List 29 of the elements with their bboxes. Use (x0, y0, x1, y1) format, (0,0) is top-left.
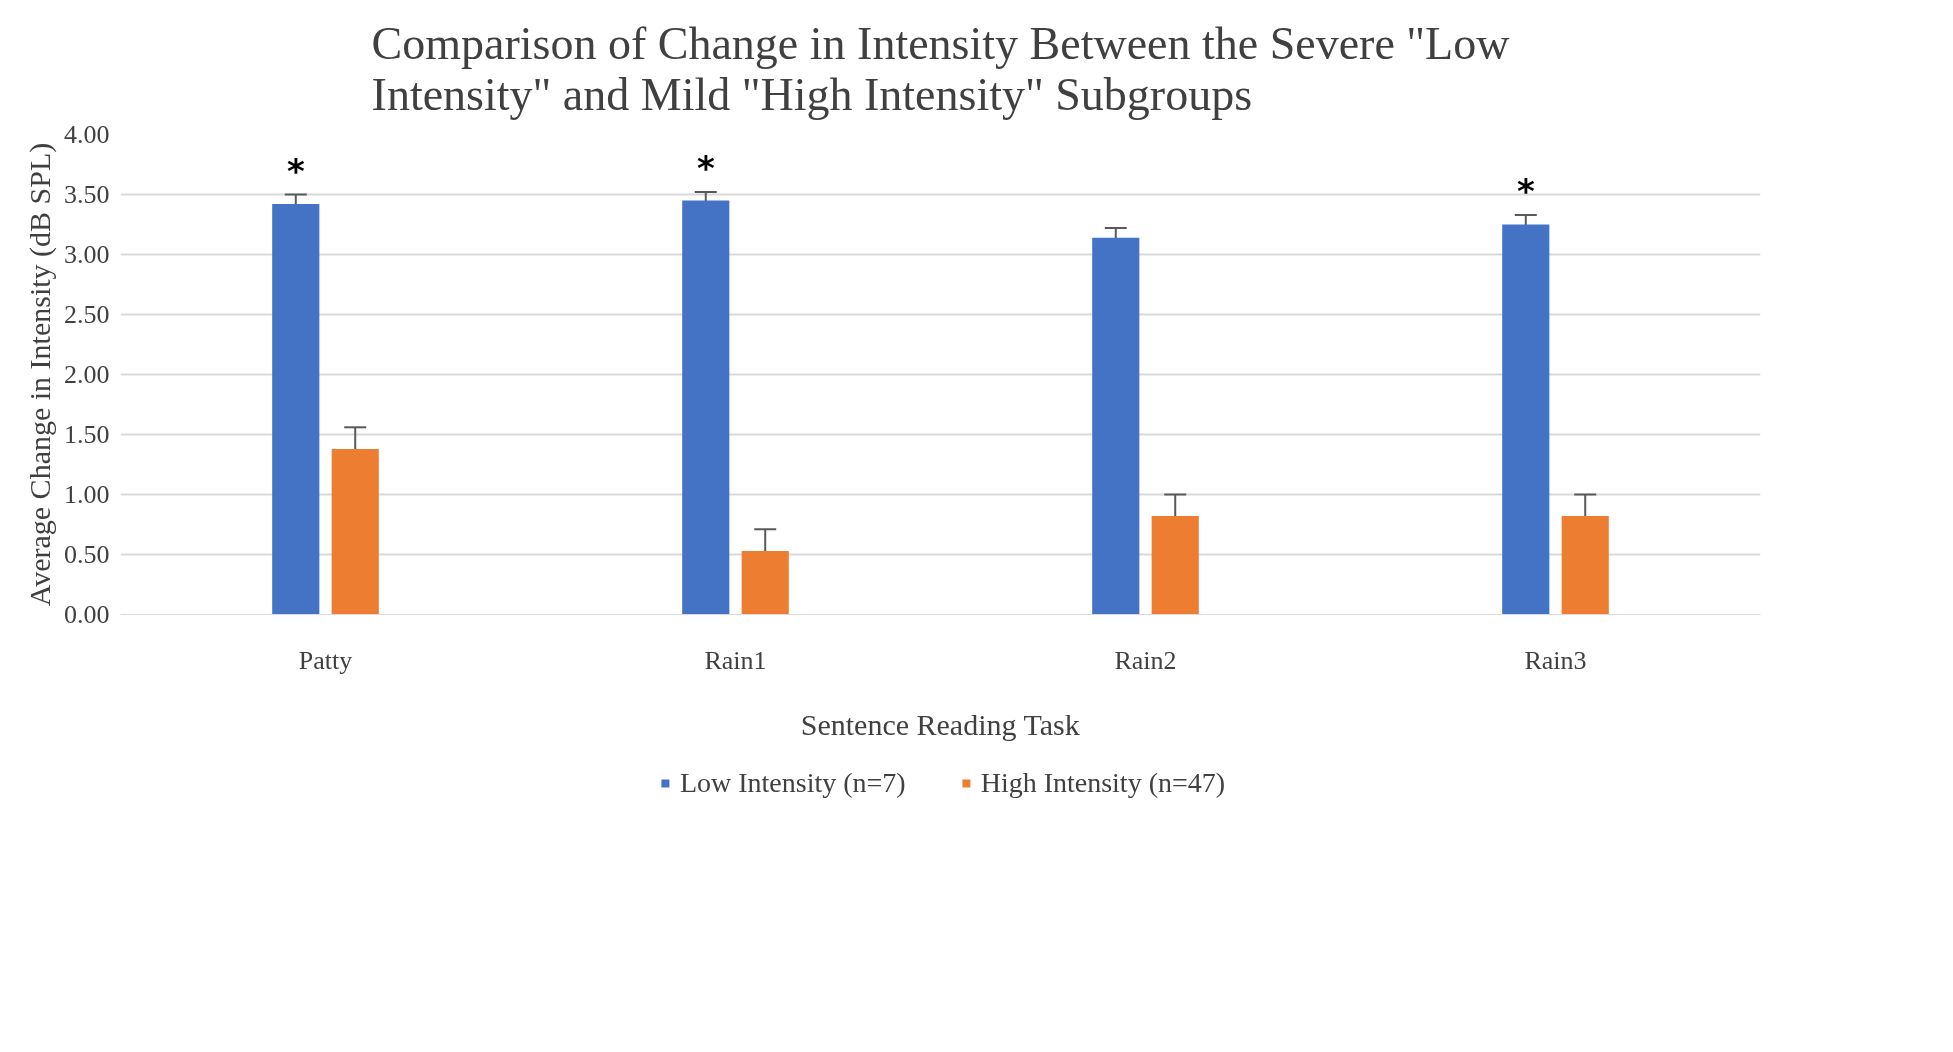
legend-label: Low Intensity (n=7) (679, 767, 906, 799)
chart-title: Comparison of Change in Intensity Between the Severe "Low Intensity" and Mild "High Intensity" Subgroups (371, 17, 1511, 120)
y-tick-label: 1.00 (64, 480, 110, 509)
bar (331, 448, 379, 615)
x-tick-label: Rain1 (704, 645, 767, 675)
y-tick-label: 2.00 (64, 360, 110, 389)
y-tick-label: 3.50 (64, 180, 110, 209)
bar (1502, 224, 1550, 615)
y-tick-label: 1.50 (64, 420, 110, 449)
legend-label: High Intensity (n=47) (980, 767, 1226, 799)
x-tick-label: Patty (298, 645, 353, 675)
x-axis-title: Sentence Reading Task (800, 707, 1080, 741)
bar (272, 204, 320, 615)
y-tick-label: 0.50 (64, 540, 110, 569)
bar (1092, 237, 1140, 615)
y-axis-title: Average Change in Intensity (dB SPL) (23, 142, 57, 607)
y-tick-label: 3.00 (64, 240, 110, 269)
bar (741, 550, 789, 615)
y-tick-label: 2.50 (64, 300, 110, 329)
bar (1561, 516, 1609, 615)
data-label: * (286, 150, 305, 191)
y-tick-label: 4.00 (64, 120, 110, 149)
data-label: * (1516, 170, 1535, 211)
y-tick-label: 0.00 (64, 600, 110, 629)
x-tick-label: Rain3 (1524, 645, 1587, 675)
data-label: * (696, 148, 715, 189)
bar (682, 200, 730, 615)
x-tick-label: Rain2 (1114, 645, 1177, 675)
bar (1151, 516, 1199, 615)
